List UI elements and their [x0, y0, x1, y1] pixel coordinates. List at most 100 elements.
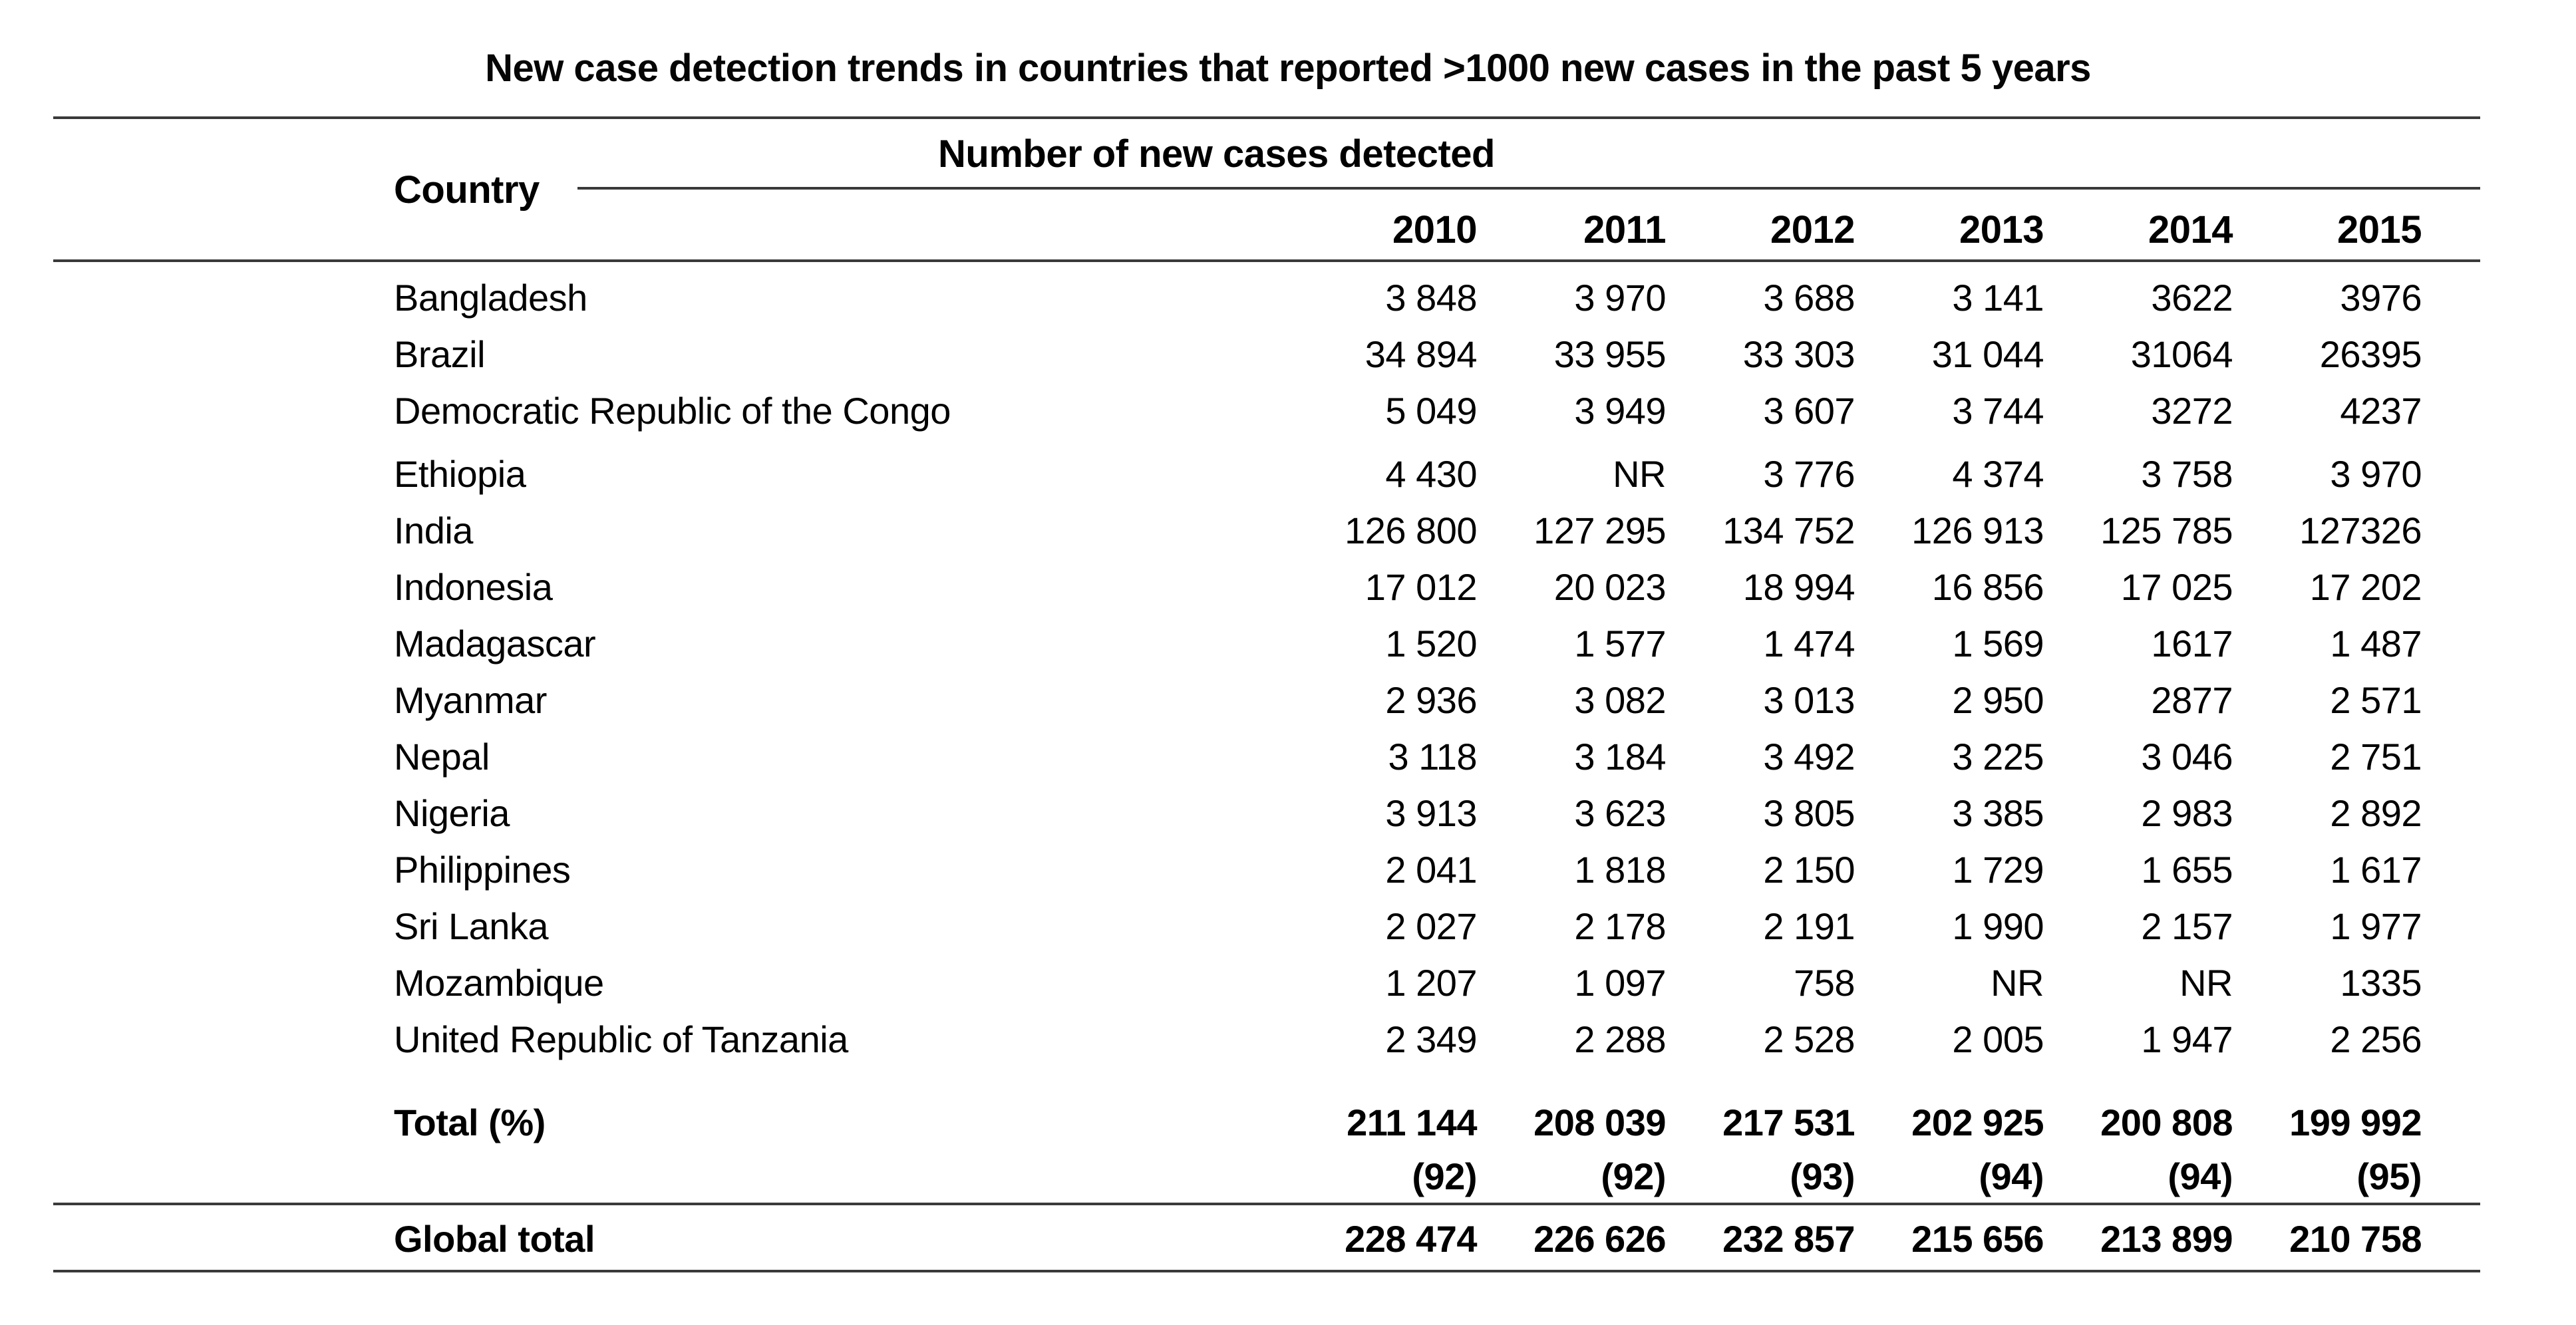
- table-header: Number of new cases detected Country 201…: [53, 119, 2480, 259]
- value-cell: 2 041: [1385, 848, 1477, 891]
- table-row: Nigeria 3 913 3 623 3 805 3 385 2 983 2 892: [53, 785, 2480, 841]
- value-cell: 3 046: [2141, 735, 2233, 778]
- total-value-cell: 202 925: [1911, 1101, 2044, 1143]
- value-cell: 2 571: [2330, 678, 2422, 721]
- value-cell: 3 776: [1763, 452, 1855, 495]
- value-cell: NR: [1991, 961, 2044, 1004]
- value-cell: 1 207: [1385, 961, 1477, 1004]
- total-percent-cell: (94): [1979, 1155, 2044, 1197]
- value-cell: 17 025: [2120, 565, 2233, 608]
- value-cell: 3 607: [1763, 389, 1855, 432]
- value-cell: NR: [1613, 452, 1666, 495]
- total-value-cell: 211 144: [1347, 1101, 1477, 1143]
- year-header-2015: 2015: [2336, 208, 2422, 251]
- table-row: United Republic of Tanzania 2 349 2 288 2 5…: [53, 1011, 2480, 1068]
- value-cell: 3 758: [2141, 452, 2233, 495]
- value-cell: 1335: [2340, 961, 2422, 1004]
- year-headers-row: 2010 2011 2012 2013 2014 2015: [53, 210, 2480, 250]
- year-header-2014: 2014: [2148, 208, 2233, 251]
- value-cell: 3 913: [1385, 792, 1477, 834]
- table-row: Mozambique 1 207 1 097 758 NR NR 1335: [53, 955, 2480, 1011]
- value-cell: 4 374: [1952, 452, 2044, 495]
- value-cell: 3 141: [1952, 276, 2044, 319]
- value-cell: 125 785: [2100, 509, 2233, 551]
- value-cell: 4 430: [1385, 452, 1477, 495]
- value-cell: 2 528: [1763, 1018, 1855, 1060]
- table-body: Bangladesh 3 848 3 970 3 688 3 141 3622 3976 Br…: [53, 262, 2480, 1068]
- value-cell: 3 949: [1574, 389, 1666, 432]
- table-row: Nepal 3 118 3 184 3 492 3 225 3 046 2 751: [53, 728, 2480, 785]
- global-total-top-rule: [53, 1203, 2480, 1205]
- total-label: Total (%): [394, 1101, 546, 1143]
- total-percent-row: (92) (92) (93) (94) (94) (95): [53, 1151, 2480, 1203]
- total-value-cell: 200 808: [2100, 1101, 2233, 1143]
- country-cell: Nigeria: [394, 792, 510, 834]
- table-row: Madagascar 1 520 1 577 1 474 1 569 1617 1 487: [53, 615, 2480, 672]
- header-rule: [53, 259, 2480, 262]
- table-title: New case detection trends in countries t…: [485, 47, 2091, 90]
- value-cell: 2 027: [1385, 905, 1477, 947]
- value-cell: 1 577: [1574, 622, 1666, 664]
- value-cell: 134 752: [1722, 509, 1855, 551]
- value-cell: 127 295: [1533, 509, 1666, 551]
- country-cell: India: [394, 509, 473, 551]
- year-header-2010: 2010: [1392, 208, 1478, 251]
- year-header-2013: 2013: [1959, 208, 2044, 251]
- country-cell: Myanmar: [394, 678, 547, 721]
- value-cell: 20 023: [1553, 565, 1667, 608]
- value-cell: 1617: [2151, 622, 2233, 664]
- value-cell: 17 202: [2309, 565, 2422, 608]
- value-cell: 2 178: [1574, 905, 1666, 947]
- country-cell: Sri Lanka: [394, 905, 549, 947]
- value-cell: 2 950: [1952, 678, 2044, 721]
- value-cell: 3622: [2151, 276, 2233, 319]
- value-cell: 3272: [2151, 389, 2233, 432]
- total-percent-cell: (93): [1790, 1155, 1855, 1197]
- table-row: Democratic Republic of the Congo 5 049 3 9…: [53, 382, 2480, 439]
- value-cell: 1 474: [1763, 622, 1855, 664]
- value-cell: 3 082: [1574, 678, 1666, 721]
- total-row: Total (%) 211 144 208 039 217 531 202 925 20…: [53, 1094, 2480, 1151]
- global-total-row: Global total 228 474 226 626 232 857 215 65…: [53, 1211, 2480, 1267]
- value-cell: 1 520: [1385, 622, 1477, 664]
- value-cell: 2 983: [2141, 792, 2233, 834]
- country-cell: United Republic of Tanzania: [394, 1018, 848, 1060]
- value-cell: 2 150: [1763, 848, 1855, 891]
- country-cell: Bangladesh: [394, 276, 587, 319]
- value-cell: 126 913: [1911, 509, 2044, 551]
- country-cell: Philippines: [394, 848, 571, 891]
- global-value-cell: 215 656: [1911, 1217, 2044, 1260]
- table-row: Sri Lanka 2 027 2 178 2 191 1 990 2 157 1 977: [53, 898, 2480, 955]
- value-cell: NR: [2179, 961, 2233, 1004]
- value-cell: 3 225: [1952, 735, 2044, 778]
- value-cell: 2 288: [1574, 1018, 1666, 1060]
- value-cell: 2 349: [1385, 1018, 1477, 1060]
- value-cell: 1 977: [2330, 905, 2422, 947]
- table-row: Myanmar 2 936 3 082 3 013 2 950 2877 2 571: [53, 672, 2480, 728]
- country-cell: Madagascar: [394, 622, 596, 664]
- value-cell: 33 303: [1742, 333, 1855, 375]
- top-rule: [53, 116, 2480, 119]
- table-row: India 126 800 127 295 134 752 126 913 125 785…: [53, 502, 2480, 559]
- total-percent-cell: (94): [2168, 1155, 2233, 1197]
- value-cell: 1 487: [2330, 622, 2422, 664]
- group-header-label: Number of new cases detected: [938, 132, 1495, 176]
- value-cell: 18 994: [1742, 565, 1855, 608]
- value-cell: 126 800: [1345, 509, 1477, 551]
- global-value-cell: 226 626: [1533, 1217, 1666, 1260]
- value-cell: 1 990: [1952, 905, 2044, 947]
- country-cell: Indonesia: [394, 565, 553, 608]
- country-cell: Democratic Republic of the Congo: [394, 389, 951, 432]
- global-value-cell: 210 758: [2289, 1217, 2422, 1260]
- total-percent-cell: (92): [1601, 1155, 1666, 1197]
- year-header-2012: 2012: [1770, 208, 1855, 251]
- data-table: Number of new cases detected Country 201…: [53, 116, 2480, 1272]
- table-row: Brazil 34 894 33 955 33 303 31 044 31064 26395: [53, 326, 2480, 382]
- value-cell: 3 848: [1385, 276, 1477, 319]
- value-cell: 1 729: [1952, 848, 2044, 891]
- value-cell: 1 655: [2141, 848, 2233, 891]
- global-value-cell: 213 899: [2100, 1217, 2233, 1260]
- value-cell: 17 012: [1365, 565, 1478, 608]
- total-percent-cell: (95): [2356, 1155, 2422, 1197]
